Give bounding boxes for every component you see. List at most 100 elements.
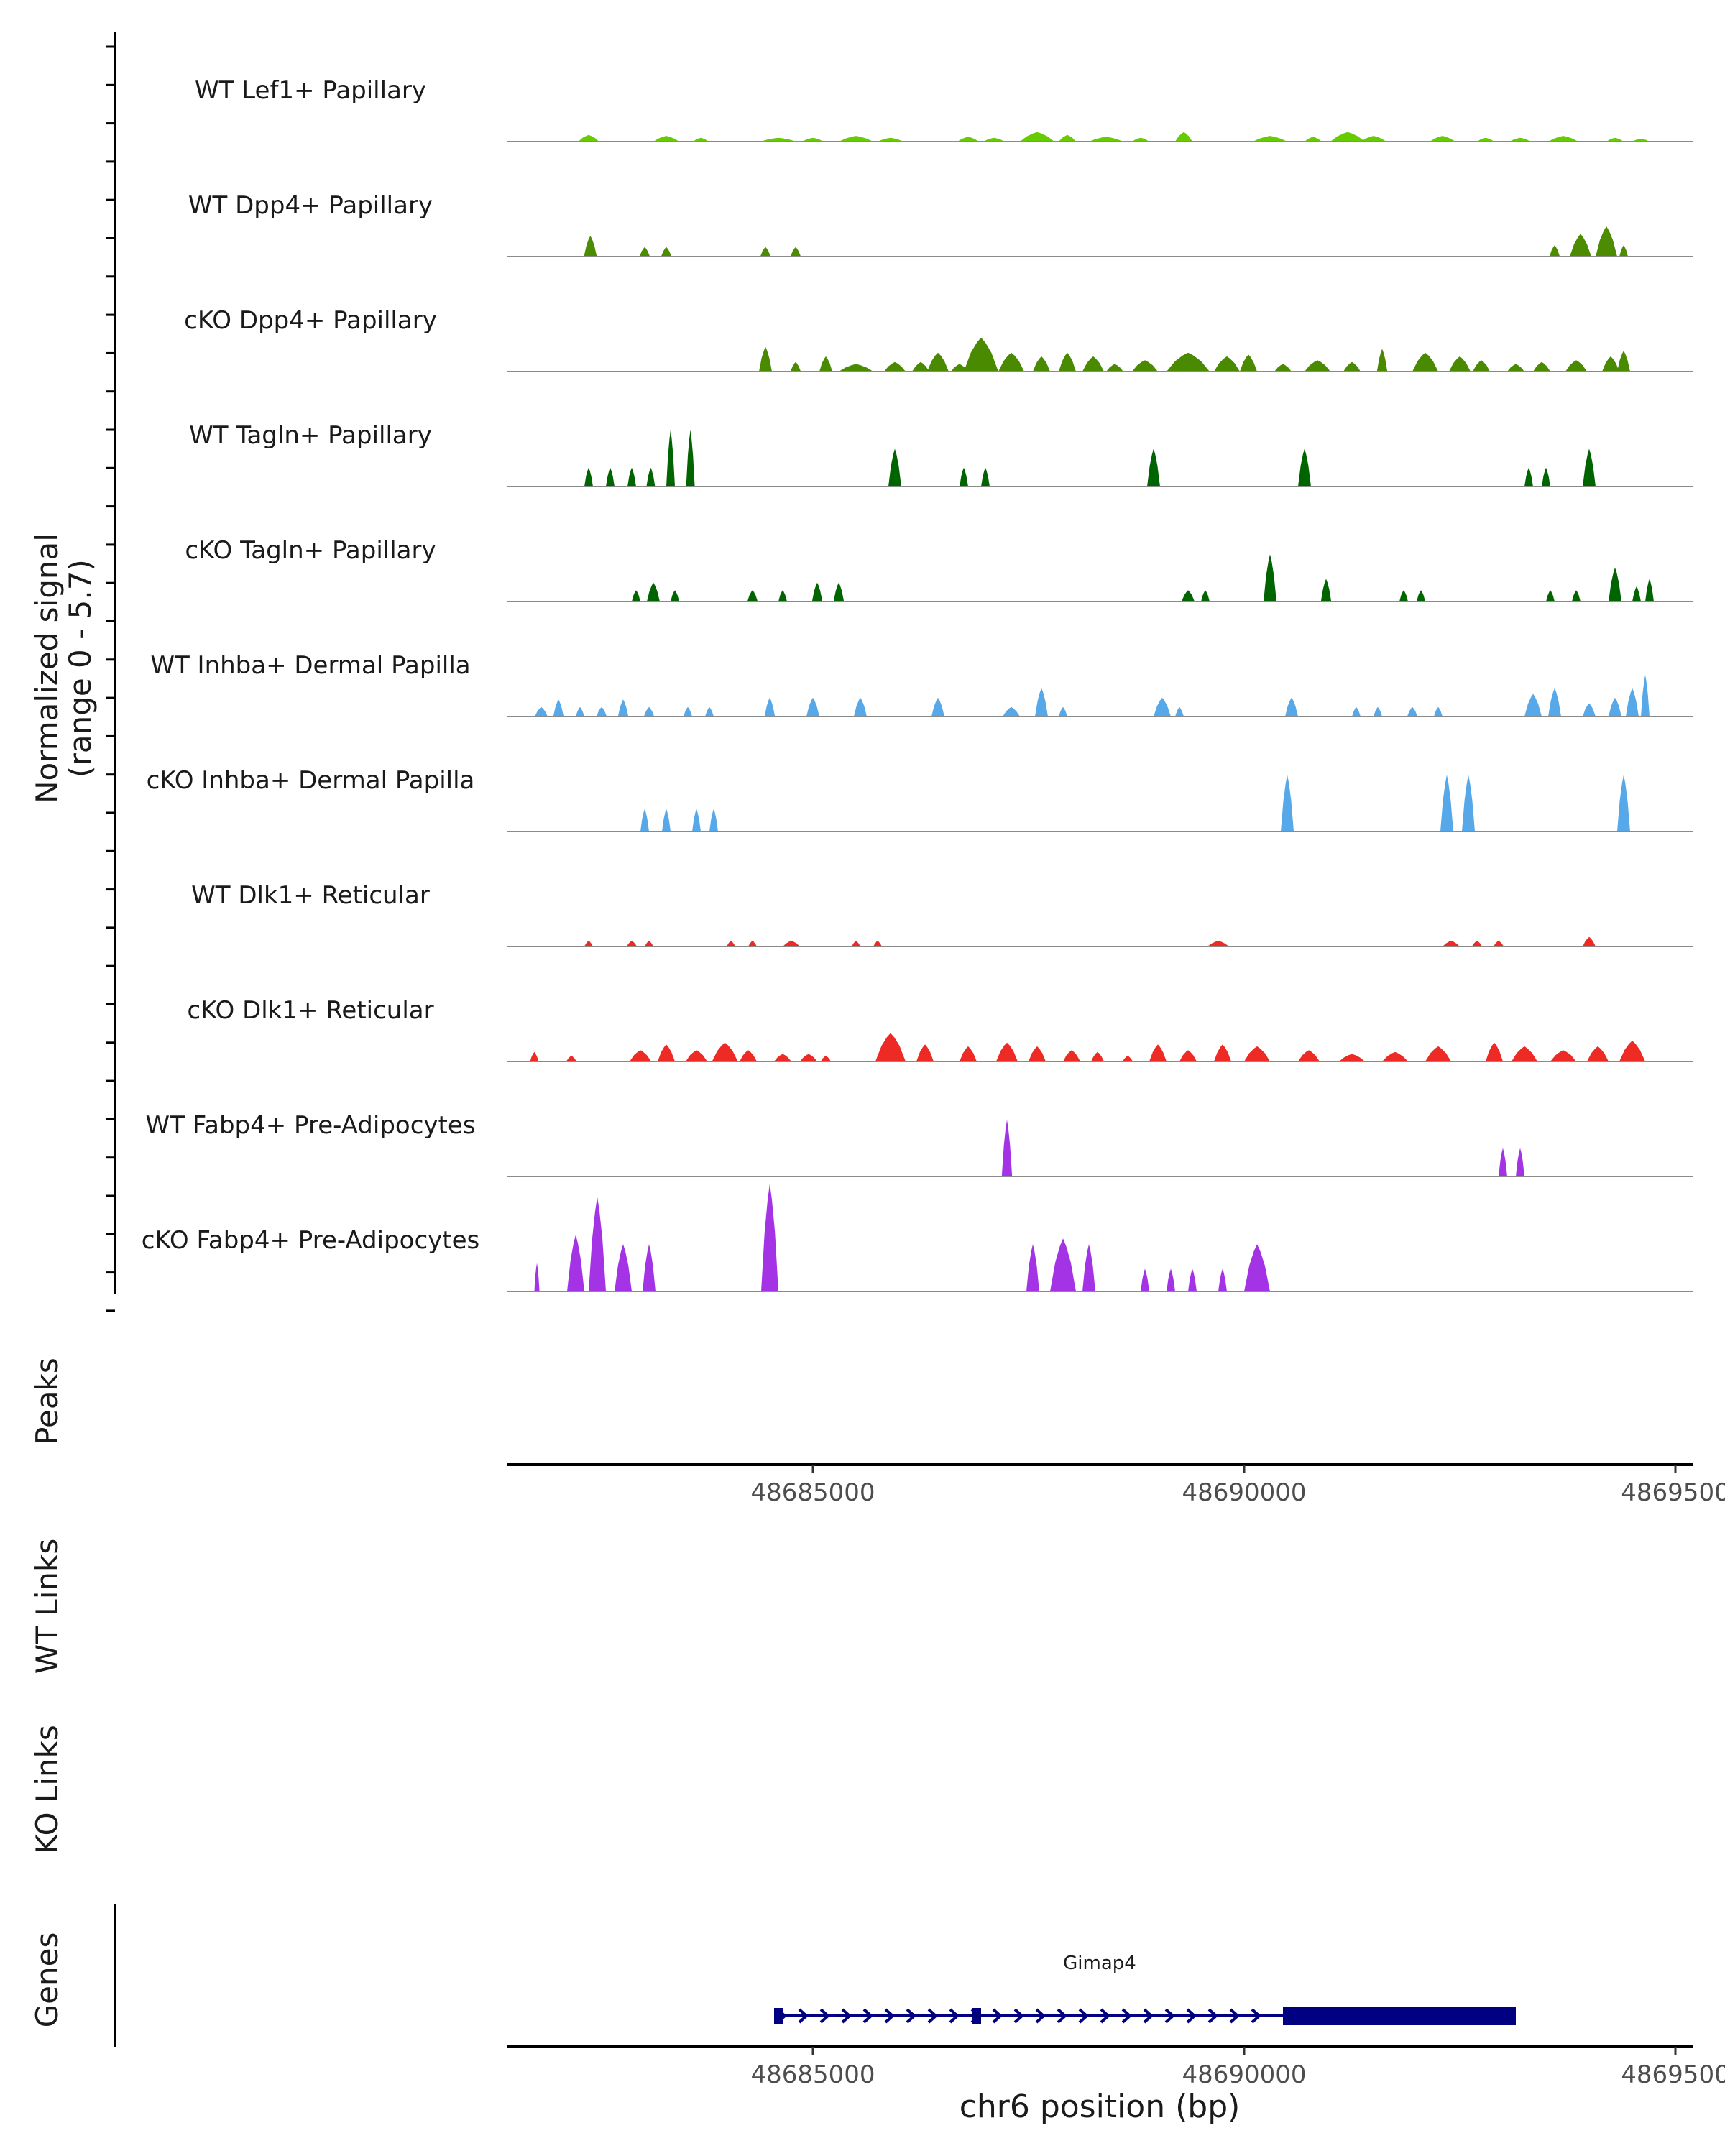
signal-peak xyxy=(640,808,649,831)
signal-peak xyxy=(1330,132,1365,142)
signal-peak xyxy=(878,137,903,142)
strand-arrow xyxy=(1164,2008,1175,2024)
signal-peak xyxy=(1214,356,1240,372)
signal-peak xyxy=(740,1050,757,1061)
track-label: cKO Dpp4+ Papillary xyxy=(184,306,437,335)
signal-peak xyxy=(1516,1148,1524,1176)
signal-peak xyxy=(764,697,776,717)
signal-peak xyxy=(1149,1044,1167,1061)
peaks-x-axis-ticks: 48685000 48690000 4869500 xyxy=(750,1465,1725,1507)
signal-peak xyxy=(1253,136,1287,142)
signal-peak xyxy=(1493,941,1504,946)
signal-peak xyxy=(1570,234,1591,257)
signal-peak xyxy=(1443,941,1460,946)
signal-peak xyxy=(1434,706,1443,717)
signal-peak xyxy=(1548,136,1578,142)
x-axis-title: chr6 position (bp) xyxy=(960,2088,1241,2125)
signal-peak xyxy=(800,1054,817,1061)
signal-peak xyxy=(684,706,692,717)
signal-peak xyxy=(839,364,873,372)
signal-peak xyxy=(1106,364,1123,372)
signal-peak xyxy=(530,1051,539,1061)
signal-peak xyxy=(1059,706,1067,717)
signal-peak xyxy=(1175,706,1184,717)
strand-arrow xyxy=(1208,2008,1218,2024)
signal-peak xyxy=(662,808,671,831)
signal-peak xyxy=(653,136,679,142)
signal-peak xyxy=(727,941,735,946)
y-axis-subtitle: (range 0 - 5.7) xyxy=(63,559,98,778)
signal-peak xyxy=(1609,697,1622,717)
signal-peak xyxy=(761,1184,778,1291)
signal-peak xyxy=(1641,675,1650,717)
signal-peak xyxy=(1565,360,1587,372)
signal-peak xyxy=(1596,226,1617,257)
signal-peak xyxy=(1285,697,1298,717)
wt-links-panel: WT Links xyxy=(29,1539,65,1674)
signal-peak xyxy=(576,706,584,717)
strand-arrow xyxy=(1186,2008,1197,2024)
y-axis-title: Normalized signal xyxy=(29,533,65,803)
track-cko-dpp4-papillary: cKO Dpp4+ Papillary xyxy=(184,306,1693,372)
signal-peak xyxy=(1533,361,1550,372)
signal-peak xyxy=(1430,136,1455,142)
x-tick-label: 48690000 xyxy=(1182,1478,1306,1507)
signal-peak xyxy=(806,697,819,717)
signal-peak xyxy=(1477,137,1494,142)
signal-peak xyxy=(686,430,695,487)
signal-peak xyxy=(596,706,607,717)
signal-peak xyxy=(632,590,640,602)
peaks-panel-label: Peaks xyxy=(29,1358,65,1445)
signal-peak xyxy=(639,247,650,257)
signal-peak xyxy=(1274,364,1292,372)
signal-peak xyxy=(1440,775,1453,831)
signal-peak xyxy=(888,448,901,487)
signal-peak xyxy=(1264,554,1276,602)
signal-peak xyxy=(811,582,823,602)
genes-panel: Genes Gimap4 48685000 48690000 4869500 chr… xyxy=(29,1904,1725,2125)
signal-peak xyxy=(1606,137,1624,142)
signal-peak xyxy=(747,590,758,602)
signal-peak xyxy=(1154,697,1171,717)
x-tick-label: 4869500 xyxy=(1621,1478,1725,1507)
signal-peak xyxy=(1374,706,1382,717)
signal-peak xyxy=(873,941,882,946)
track-cko-fabp4-pre-adipocytes: cKO Fabp4+ Pre-Adipocytes xyxy=(142,1184,1693,1292)
signal-peak xyxy=(1182,590,1195,602)
signal-peak xyxy=(1167,1268,1175,1291)
signal-peak xyxy=(1619,245,1628,257)
signal-peak xyxy=(1091,1051,1104,1061)
x-tick-label: 48685000 xyxy=(750,1478,875,1507)
track-label: WT Dlk1+ Reticular xyxy=(191,881,430,910)
signal-peak xyxy=(1617,775,1630,831)
signal-peak xyxy=(1343,361,1361,372)
signal-peak xyxy=(916,1044,934,1061)
signal-peak xyxy=(630,1050,651,1061)
track-wt-dlk1-reticular: WT Dlk1+ Reticular xyxy=(191,881,1693,947)
track-wt-inhba-dermal-papilla: WT Inhba+ Dermal Papilla xyxy=(150,651,1693,717)
signal-peak xyxy=(1626,688,1639,717)
signal-peak xyxy=(1486,1042,1503,1061)
signal-peak xyxy=(1089,137,1123,142)
signal-peak xyxy=(1524,467,1533,487)
y-axis-ticks xyxy=(106,45,115,1312)
signal-peak xyxy=(1632,586,1641,602)
signal-peak xyxy=(709,808,718,831)
signal-peak xyxy=(996,1042,1018,1061)
signal-peak xyxy=(1281,775,1294,831)
signal-peak xyxy=(854,697,867,717)
strand-arrow xyxy=(862,2008,873,2024)
signal-peak xyxy=(1147,448,1160,487)
signal-peak xyxy=(693,137,709,142)
signal-peak xyxy=(1399,590,1408,602)
strand-arrow xyxy=(884,2008,895,2024)
signal-peak xyxy=(643,1244,656,1291)
signal-peak xyxy=(566,1056,577,1061)
signal-peak xyxy=(1609,567,1622,602)
signal-peak xyxy=(1218,1268,1227,1291)
signal-peak xyxy=(1175,132,1192,142)
signal-peak xyxy=(998,352,1024,372)
strand-arrow xyxy=(927,2008,938,2024)
signal-peak xyxy=(960,467,968,487)
